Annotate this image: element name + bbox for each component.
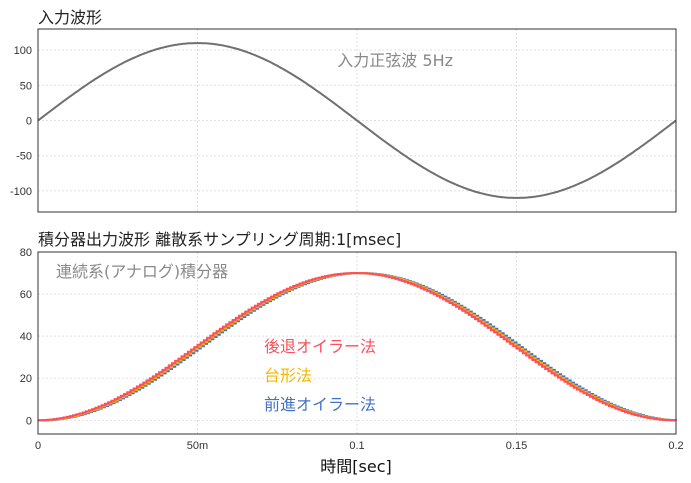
y-tick-label: 100	[14, 45, 32, 57]
legend-label: 台形法	[264, 366, 312, 385]
top-chart-title: 入力波形	[38, 8, 103, 27]
bottom-chart-title: 積分器出力波形 離散系サンプリング周期:1[msec]	[38, 230, 402, 249]
y-tick-label: 0	[26, 415, 32, 427]
x-tick-label: 0.2	[668, 440, 683, 452]
input-sine-line	[37, 42, 677, 199]
x-axis-label: 時間[sec]	[320, 457, 391, 476]
legend-label: 後退オイラー法	[264, 337, 376, 356]
continuous-annotation: 連続系(アナログ)積分器	[56, 262, 228, 281]
x-tick-label: 0.15	[506, 440, 527, 452]
x-tick-label: 0	[35, 440, 41, 452]
y-tick-label: 60	[20, 289, 32, 301]
y-tick-label: 20	[20, 373, 32, 385]
x-tick-label: 0.1	[349, 440, 364, 452]
y-tick-label: -50	[16, 151, 32, 163]
input-annotation: 入力正弦波 5Hz	[337, 51, 453, 70]
y-tick-label: 40	[20, 331, 32, 343]
y-tick-label: -100	[10, 186, 32, 198]
y-tick-label: 50	[20, 80, 32, 92]
series-line-2	[38, 272, 676, 422]
top-plot-frame	[37, 28, 677, 213]
y-tick-label: 80	[20, 247, 32, 259]
legend-label: 前進オイラー法	[264, 395, 376, 414]
bottom-plot-frame	[37, 251, 677, 435]
y-tick-label: 0	[26, 116, 32, 128]
x-tick-label: 50m	[187, 440, 208, 452]
